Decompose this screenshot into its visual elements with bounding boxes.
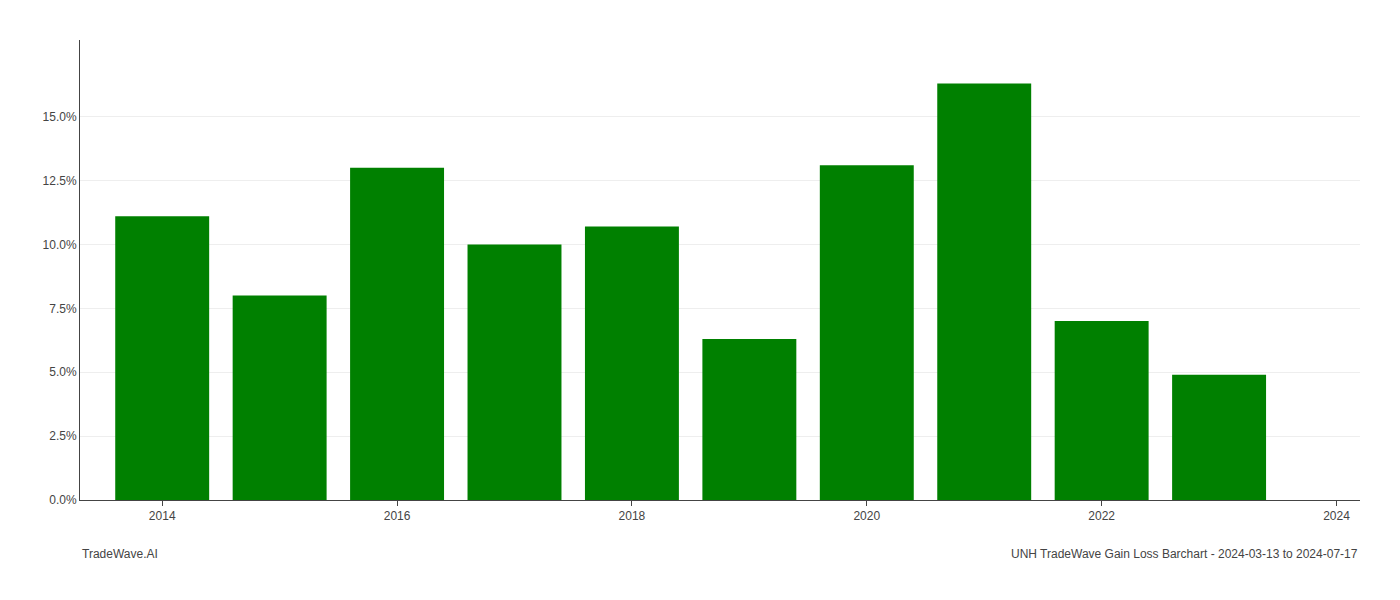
svg-text:7.5%: 7.5% xyxy=(49,302,77,316)
svg-text:TradeWave.AI: TradeWave.AI xyxy=(82,547,158,561)
svg-text:5.0%: 5.0% xyxy=(49,365,77,379)
svg-text:15.0%: 15.0% xyxy=(43,110,77,124)
svg-text:12.5%: 12.5% xyxy=(43,174,77,188)
svg-text:2016: 2016 xyxy=(384,509,411,523)
svg-text:2014: 2014 xyxy=(149,509,176,523)
svg-text:2022: 2022 xyxy=(1088,509,1115,523)
svg-text:UNH TradeWave Gain Loss Barcha: UNH TradeWave Gain Loss Barchart - 2024-… xyxy=(1011,547,1358,561)
svg-text:2018: 2018 xyxy=(619,509,646,523)
svg-text:10.0%: 10.0% xyxy=(43,238,77,252)
svg-text:0.0%: 0.0% xyxy=(49,493,77,507)
svg-text:2024: 2024 xyxy=(1323,509,1350,523)
svg-text:2020: 2020 xyxy=(853,509,880,523)
svg-text:2.5%: 2.5% xyxy=(49,429,77,443)
